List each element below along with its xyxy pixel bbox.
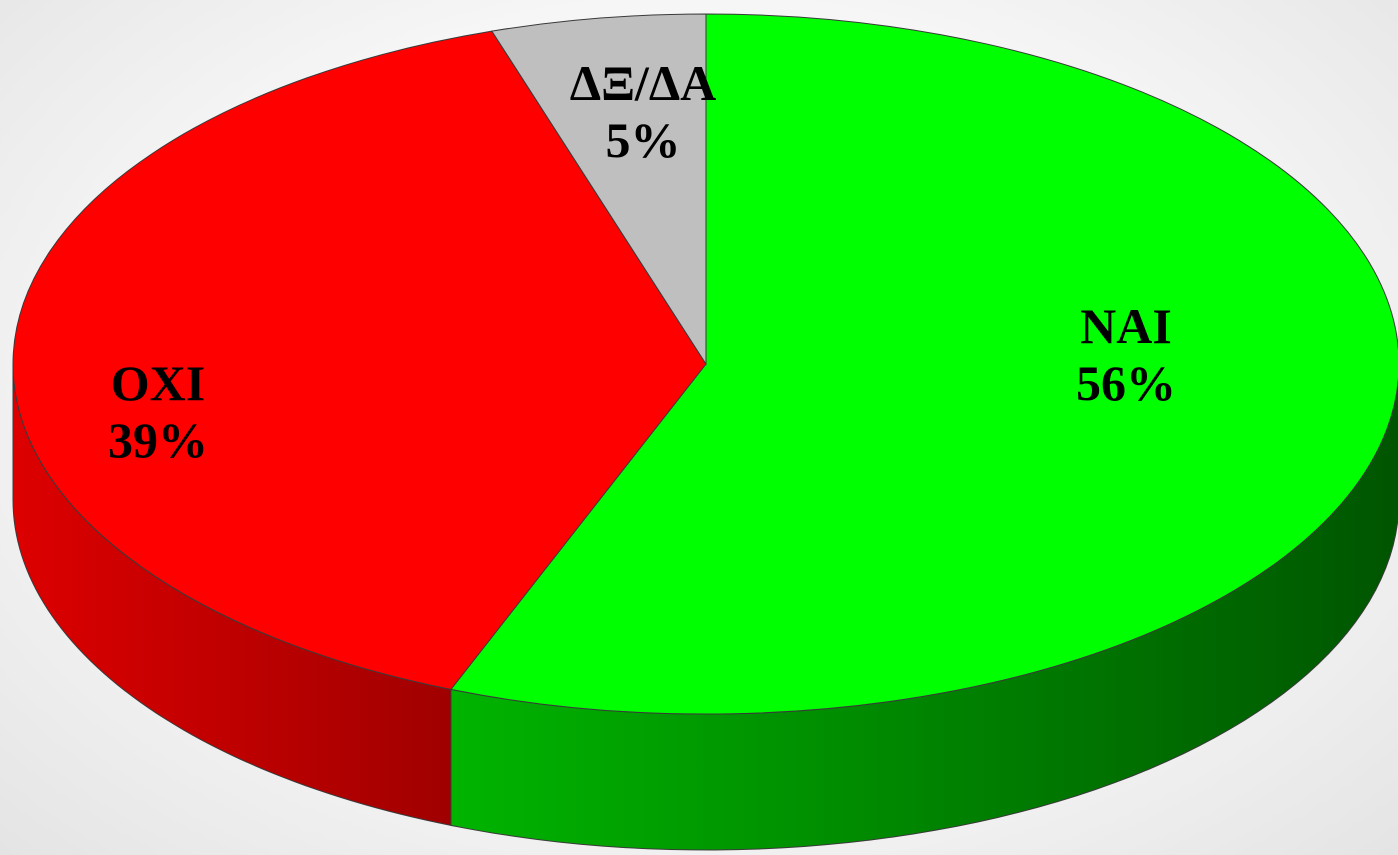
slice-percent-label: 5% bbox=[606, 112, 681, 168]
slice-category-label: NAI bbox=[1080, 298, 1172, 354]
slice-category-label: OXI bbox=[111, 355, 205, 411]
pie-slice-0 bbox=[449, 13, 1398, 715]
pie-tops bbox=[12, 13, 1398, 715]
pie-slice-1 bbox=[12, 30, 707, 690]
slice-category-label: ΔΞ/ΔΑ bbox=[570, 55, 717, 111]
slice-percent-label: 39% bbox=[108, 412, 208, 468]
slice-percent-label: 56% bbox=[1076, 355, 1176, 411]
pie-slice-2 bbox=[491, 13, 707, 366]
